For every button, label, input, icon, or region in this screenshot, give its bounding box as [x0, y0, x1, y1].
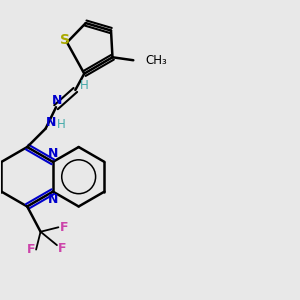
Text: S: S — [60, 33, 70, 47]
Text: F: F — [26, 243, 35, 256]
Text: H: H — [80, 79, 88, 92]
Text: F: F — [59, 221, 68, 234]
Text: CH₃: CH₃ — [146, 54, 167, 67]
Text: H: H — [57, 118, 65, 130]
Text: N: N — [46, 116, 56, 129]
Text: N: N — [48, 194, 58, 206]
Text: F: F — [58, 242, 67, 255]
Text: N: N — [52, 94, 63, 107]
Text: N: N — [48, 147, 58, 160]
